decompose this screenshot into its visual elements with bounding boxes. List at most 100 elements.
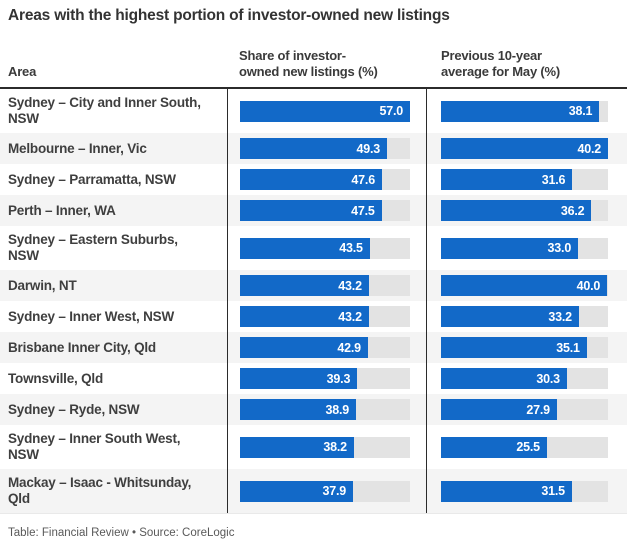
column-header-area: Area [8,64,37,79]
share-bar-value-label: 37.9 [322,484,347,498]
share-bar: 43.2 [240,275,369,296]
area-label: Townsville, Qld [8,370,104,386]
share-bar: 43.2 [240,306,369,327]
share-bar-cell: 47.6 [227,164,426,195]
average-bar-track: 35.1 [441,337,608,358]
share-bar-cell: 43.2 [227,270,426,301]
average-bar-cell: 40.0 [426,270,627,301]
average-bar: 40.0 [441,275,608,296]
average-bar-value-label: 35.1 [556,340,580,355]
average-bar: 27.9 [441,399,557,420]
area-label: Mackay – Isaac - Whitsunday, Qld [8,475,192,506]
share-bar-value-label: 38.2 [323,440,347,454]
table-body: Sydney – City and Inner South, NSW 57.0 … [0,89,627,514]
average-bar-value-label: 31.5 [541,484,565,498]
average-bar: 40.2 [441,138,608,159]
average-bar-cell: 31.6 [426,164,627,195]
average-bar-value-label: 33.2 [548,309,572,324]
area-label: Sydney – City and Inner South, NSW [8,95,201,126]
average-bar-value-label: 30.3 [536,371,560,386]
area-label: Sydney – Ryde, NSW [8,401,140,417]
table-row: Sydney – Inner West, NSW 43.2 33.2 [0,301,627,332]
average-bar: 25.5 [441,436,547,458]
average-bar-track: 31.6 [441,169,608,190]
average-bar-cell: 40.2 [426,133,627,164]
table-row: Sydney – Inner South West, NSW 38.2 25.5 [0,425,627,469]
share-bar-track: 42.9 [240,337,410,358]
share-bar-value-label: 47.5 [351,203,375,218]
share-bar-value-label: 43.5 [339,241,363,255]
table-row: Sydney – City and Inner South, NSW 57.0 … [0,89,627,133]
average-bar-cell: 27.9 [426,394,627,425]
share-bar-track: 47.6 [240,169,410,190]
table-header: Area Share of investor- owned new listin… [0,48,627,89]
average-bar-track: 31.5 [441,480,608,502]
share-bar-track: 38.2 [240,436,410,458]
table-row: Melbourne – Inner, Vic 49.3 40.2 [0,133,627,164]
share-bar-track: 43.2 [240,275,410,296]
average-bar-cell: 31.5 [426,469,627,513]
table-row: Perth – Inner, WA 47.5 36.2 [0,195,627,226]
average-bar-track: 38.1 [441,100,608,122]
table-row: Mackay – Isaac - Whitsunday, Qld 37.9 31… [0,469,627,513]
average-bar-cell: 30.3 [426,363,627,394]
average-bar-value-label: 25.5 [516,440,540,454]
share-bar: 57.0 [240,100,410,122]
share-bar-cell: 47.5 [227,195,426,226]
table-row: Brisbane Inner City, Qld 42.9 35.1 [0,332,627,363]
share-bar-value-label: 47.6 [351,172,375,187]
area-label: Darwin, NT [8,277,77,293]
average-bar: 35.1 [441,337,587,358]
area-label: Sydney – Inner South West, NSW [8,431,181,462]
share-bar-track: 38.9 [240,399,410,420]
column-header-average-line2: average for May (%) [441,64,561,79]
share-bar-cell: 38.2 [227,425,426,469]
table-row: Sydney – Ryde, NSW 38.9 27.9 [0,394,627,425]
average-bar-cell: 36.2 [426,195,627,226]
column-header-average: Previous 10-year average for May (%) [426,48,627,80]
average-bar-cell: 25.5 [426,425,627,469]
share-bar: 38.9 [240,399,357,420]
column-header-share-line1: Share of investor- [239,48,346,63]
share-bar-cell: 39.3 [227,363,426,394]
average-bar-cell: 33.0 [426,226,627,270]
share-bar-cell: 38.9 [227,394,426,425]
average-bar-track: 30.3 [441,368,608,389]
average-bar: 33.2 [441,306,579,327]
area-label: Brisbane Inner City, Qld [8,339,156,355]
column-header-share-line2: owned new listings (%) [239,64,378,79]
average-bar-value-label: 36.2 [560,203,585,218]
average-bar: 33.0 [441,237,579,259]
share-bar-cell: 42.9 [227,332,426,363]
average-bar-track: 33.2 [441,306,608,327]
column-header-share: Share of investor- owned new listings (%… [227,48,426,80]
share-bar-value-label: 42.9 [337,340,361,355]
share-bar: 47.5 [240,200,382,221]
share-bar-value-label: 57.0 [379,104,403,118]
share-bar-track: 57.0 [240,100,410,122]
share-bar: 37.9 [240,480,354,502]
average-bar-value-label: 27.9 [526,402,550,417]
average-bar: 31.5 [441,480,572,502]
average-bar-value-label: 33.0 [547,241,572,255]
average-bar-track: 27.9 [441,399,608,420]
share-bar: 43.5 [240,237,370,259]
table-row: Sydney – Eastern Suburbs, NSW 43.5 33.0 [0,226,627,270]
share-bar-value-label: 49.3 [356,141,381,156]
average-bar: 30.3 [441,368,567,389]
share-bar-cell: 57.0 [227,89,426,133]
average-bar: 31.6 [441,169,573,190]
share-bar-track: 49.3 [240,138,410,159]
share-bar-track: 43.2 [240,306,410,327]
average-bar-value-label: 40.0 [576,278,601,293]
share-bar-value-label: 43.2 [338,309,362,324]
average-bar-track: 36.2 [441,200,608,221]
share-bar-track: 39.3 [240,368,410,389]
share-bar: 39.3 [240,368,358,389]
area-label: Sydney – Eastern Suburbs, NSW [8,232,178,263]
average-bar-value-label: 31.6 [541,172,566,187]
area-label: Melbourne – Inner, Vic [8,140,147,156]
average-bar: 38.1 [441,100,600,122]
average-bar-cell: 38.1 [426,89,627,133]
area-label: Sydney – Parramatta, NSW [8,171,176,187]
